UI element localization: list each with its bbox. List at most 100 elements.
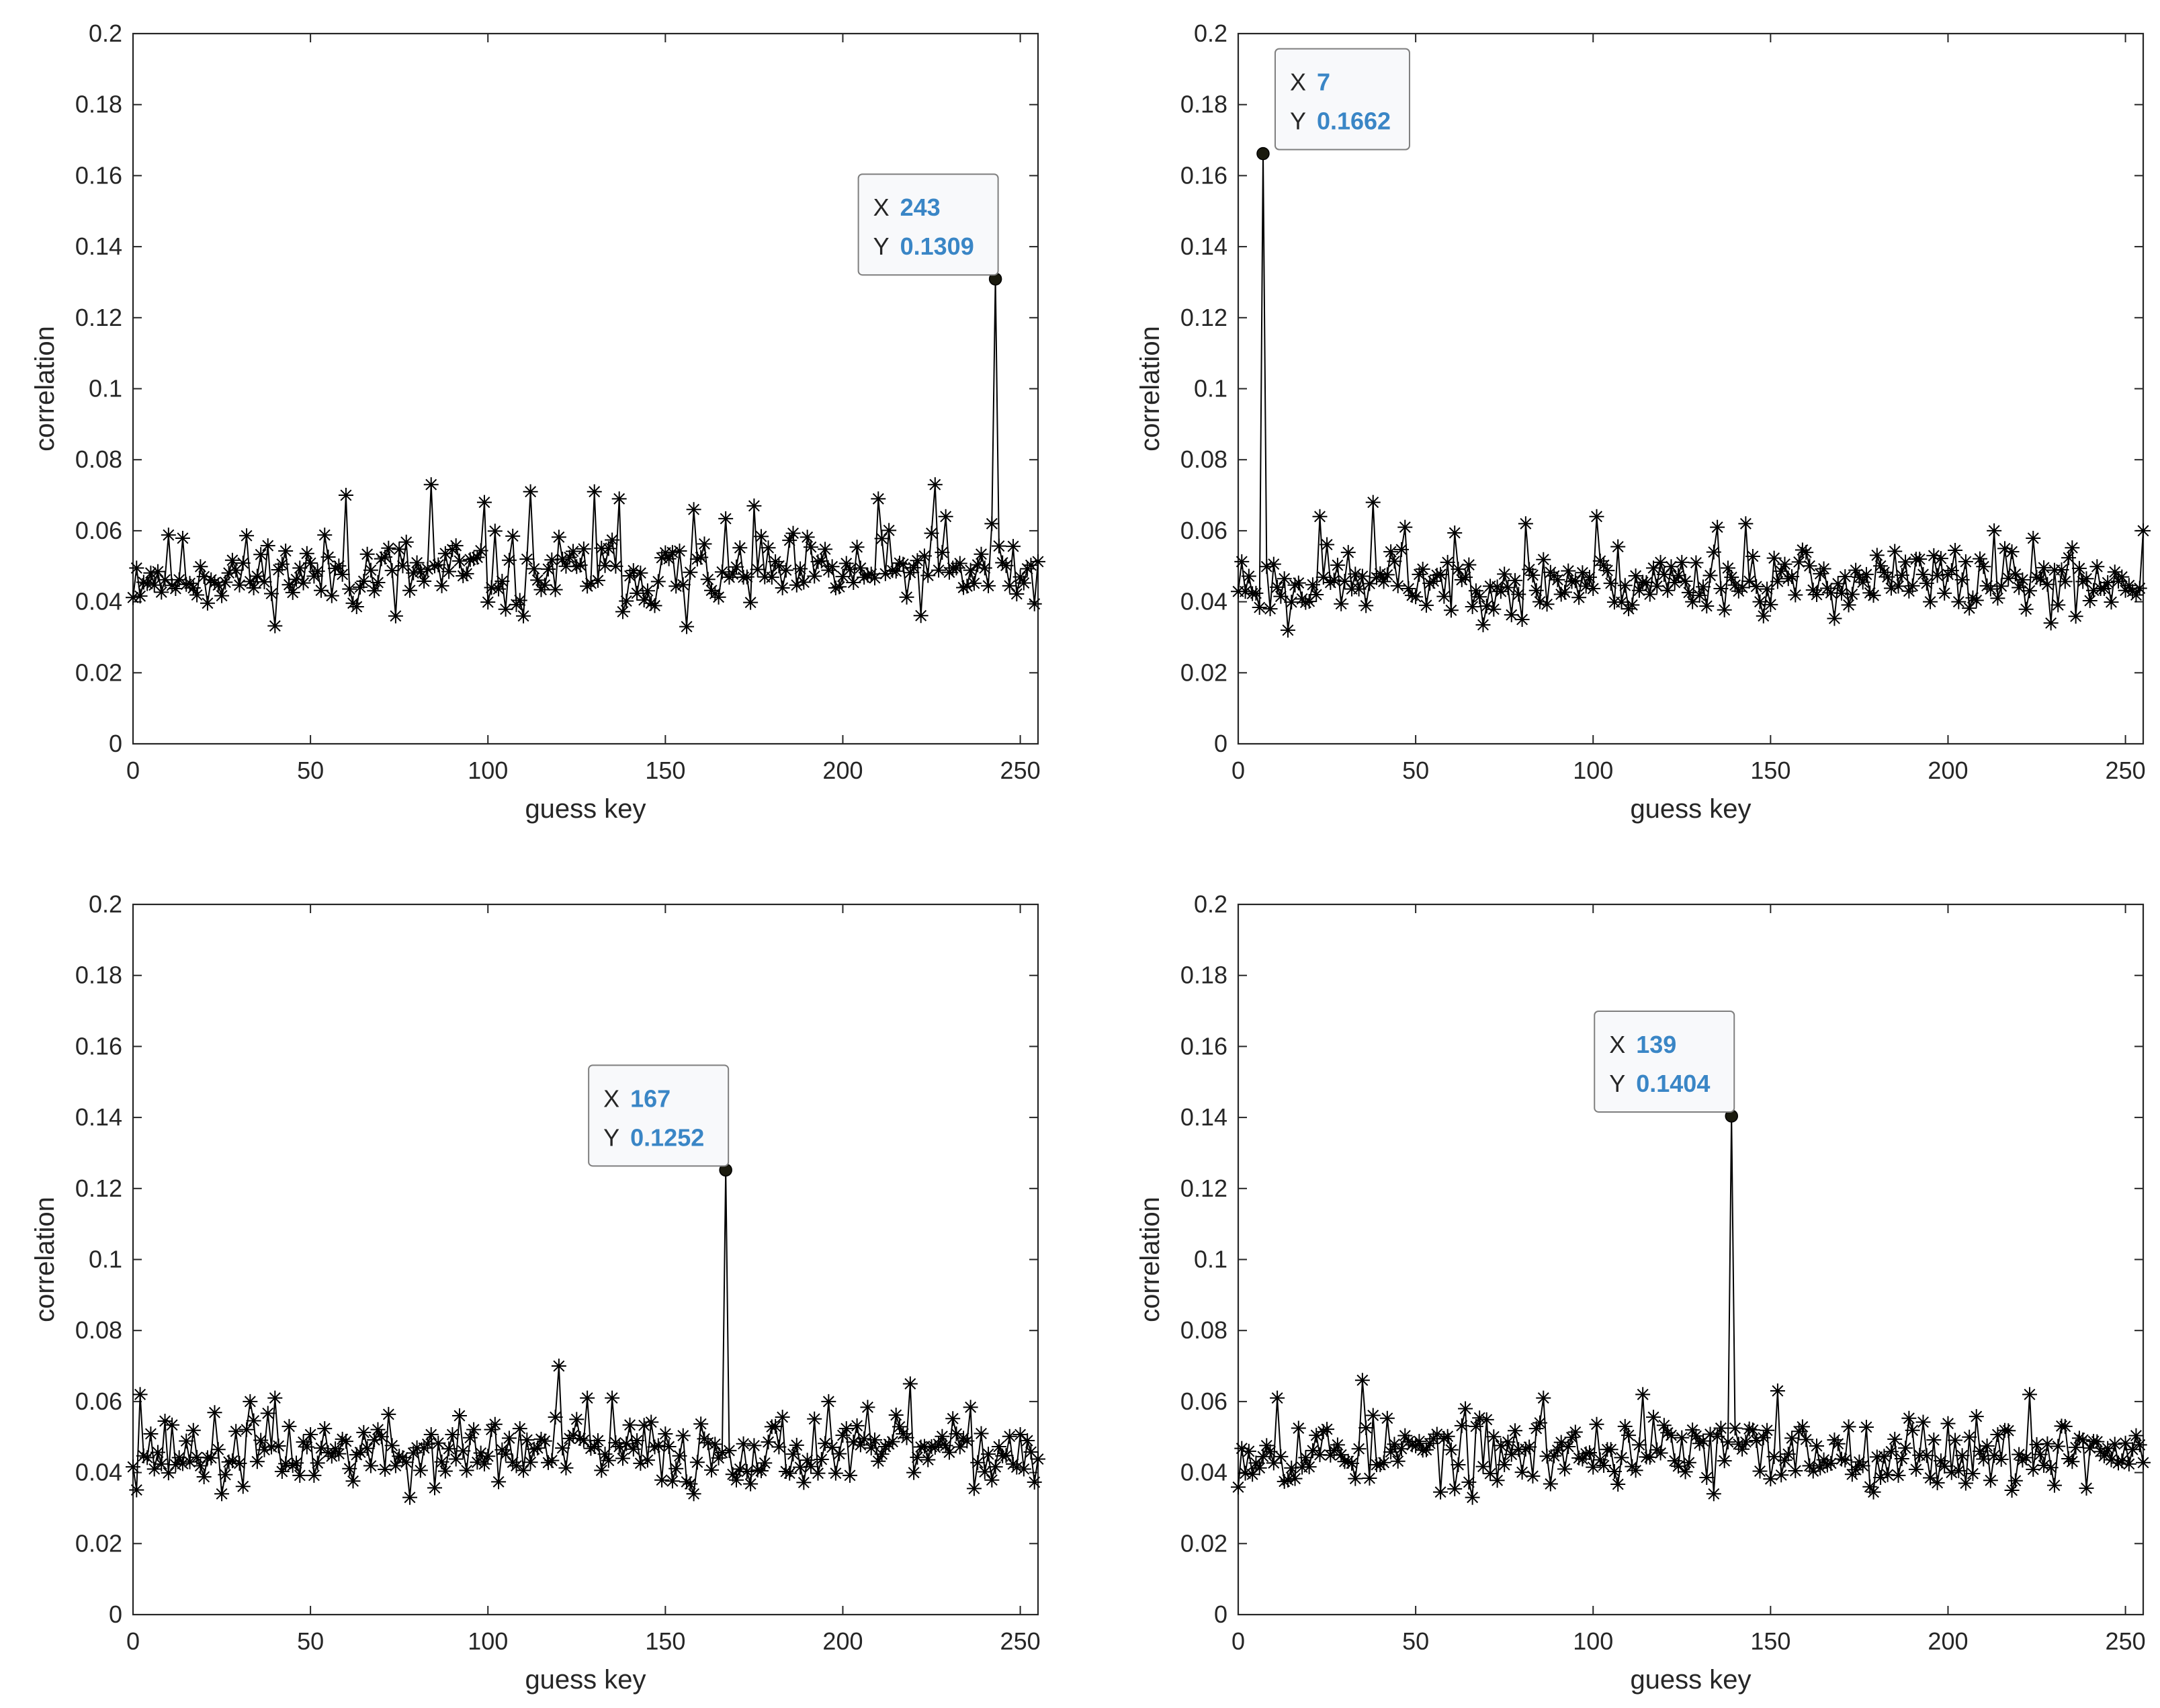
- data-point: [1805, 583, 1821, 598]
- data-point: [838, 1421, 854, 1437]
- data-point: [977, 1464, 992, 1480]
- x-tick-label: 50: [297, 1627, 324, 1655]
- data-point: [945, 1411, 961, 1426]
- data-point: [768, 1418, 783, 1434]
- data-point: [824, 1440, 840, 1455]
- data-point: [420, 561, 435, 577]
- data-point: [1483, 579, 1498, 594]
- data-point: [977, 560, 992, 576]
- data-point: [1933, 1453, 1948, 1469]
- data-point: [1231, 1480, 1246, 1495]
- data-point: [1273, 589, 1289, 604]
- data-point: [1031, 554, 1045, 569]
- data-point: [846, 1435, 861, 1450]
- data-point: [1241, 568, 1256, 584]
- data-point: [335, 566, 350, 582]
- data-point: [622, 1417, 638, 1433]
- data-point: [537, 577, 552, 593]
- data-point: [636, 1418, 652, 1433]
- data-point: [214, 1486, 230, 1502]
- data-point: [1315, 570, 1331, 585]
- data-point: [1858, 566, 1874, 582]
- data-point: [150, 1445, 165, 1460]
- data-point: [431, 557, 446, 572]
- data-point: [349, 1447, 364, 1463]
- data-point: [803, 540, 818, 555]
- data-point: [437, 546, 453, 561]
- data-point: [1795, 1419, 1810, 1435]
- data-point: [1475, 617, 1491, 632]
- data-point: [1912, 552, 1928, 567]
- data-point: [363, 1458, 378, 1474]
- data-point: [1305, 1443, 1320, 1458]
- datatip[interactable]: X 139 Y 0.1404: [1594, 1010, 1735, 1113]
- data-point: [566, 544, 581, 559]
- data-point: [761, 540, 776, 556]
- data-point: [1937, 1459, 1952, 1474]
- data-point: [132, 1387, 148, 1402]
- data-point: [551, 529, 566, 545]
- y-tick-label: 0.04: [1180, 588, 1227, 615]
- data-point: [257, 1442, 272, 1457]
- data-point: [1344, 1455, 1360, 1471]
- data-point: [970, 1455, 986, 1470]
- data-point: [1664, 559, 1679, 574]
- data-point: [243, 574, 258, 589]
- data-point: [487, 523, 503, 539]
- data-point: [1656, 566, 1672, 582]
- data-point: [1596, 1458, 1612, 1474]
- data-point: [654, 550, 670, 566]
- data-point: [966, 576, 982, 591]
- data-point: [1489, 579, 1505, 595]
- data-point: [1699, 598, 1715, 613]
- data-point: [398, 1455, 414, 1470]
- data-point: [1603, 1442, 1618, 1457]
- data-point: [1930, 568, 1945, 583]
- datatip[interactable]: X 243 Y 0.1309: [857, 173, 999, 276]
- data-point: [1401, 581, 1416, 597]
- data-point: [700, 1435, 716, 1451]
- data-point: [601, 1453, 616, 1468]
- datatip-marker[interactable]: [1256, 146, 1270, 161]
- data-point: [558, 558, 574, 574]
- data-point: [1830, 1436, 1846, 1451]
- datatip[interactable]: X 7Y 0.1662: [1274, 48, 1410, 151]
- data-point: [853, 560, 868, 576]
- data-point: [1965, 590, 1981, 605]
- data-point: [1397, 519, 1413, 535]
- data-point: [1582, 1445, 1597, 1460]
- data-point: [232, 577, 247, 593]
- data-point: [1752, 594, 1768, 609]
- data-point: [1528, 1421, 1544, 1437]
- x-tick-label: 250: [1000, 1627, 1041, 1655]
- data-point: [952, 1439, 967, 1455]
- data-point: [1614, 595, 1629, 610]
- data-point: [981, 578, 996, 593]
- data-point: [274, 556, 290, 572]
- data-point: [338, 1434, 353, 1449]
- data-point: [1589, 509, 1604, 524]
- data-point: [381, 540, 396, 556]
- data-point: [569, 1412, 585, 1427]
- data-point: [310, 1455, 325, 1471]
- x-axis-label: guess key: [525, 794, 646, 824]
- data-point: [224, 1453, 240, 1469]
- data-point: [1639, 575, 1654, 591]
- data-point: [1433, 1484, 1449, 1500]
- data-point: [1291, 575, 1306, 591]
- data-point: [572, 558, 588, 573]
- data-point: [210, 1442, 226, 1457]
- data-point: [271, 1438, 286, 1453]
- data-point: [587, 1439, 602, 1455]
- data-point: [1020, 1433, 1035, 1449]
- data-point: [661, 551, 677, 566]
- data-point: [1738, 516, 1754, 531]
- datatip-box: [1594, 1010, 1735, 1113]
- data-point: [2050, 1439, 2066, 1454]
- datatip[interactable]: X 167 Y 0.1252: [588, 1064, 730, 1167]
- data-point: [1745, 1422, 1760, 1438]
- data-point: [1337, 573, 1352, 589]
- data-point: [1270, 1390, 1285, 1406]
- data-point: [249, 1454, 265, 1469]
- data-point: [1397, 1428, 1413, 1443]
